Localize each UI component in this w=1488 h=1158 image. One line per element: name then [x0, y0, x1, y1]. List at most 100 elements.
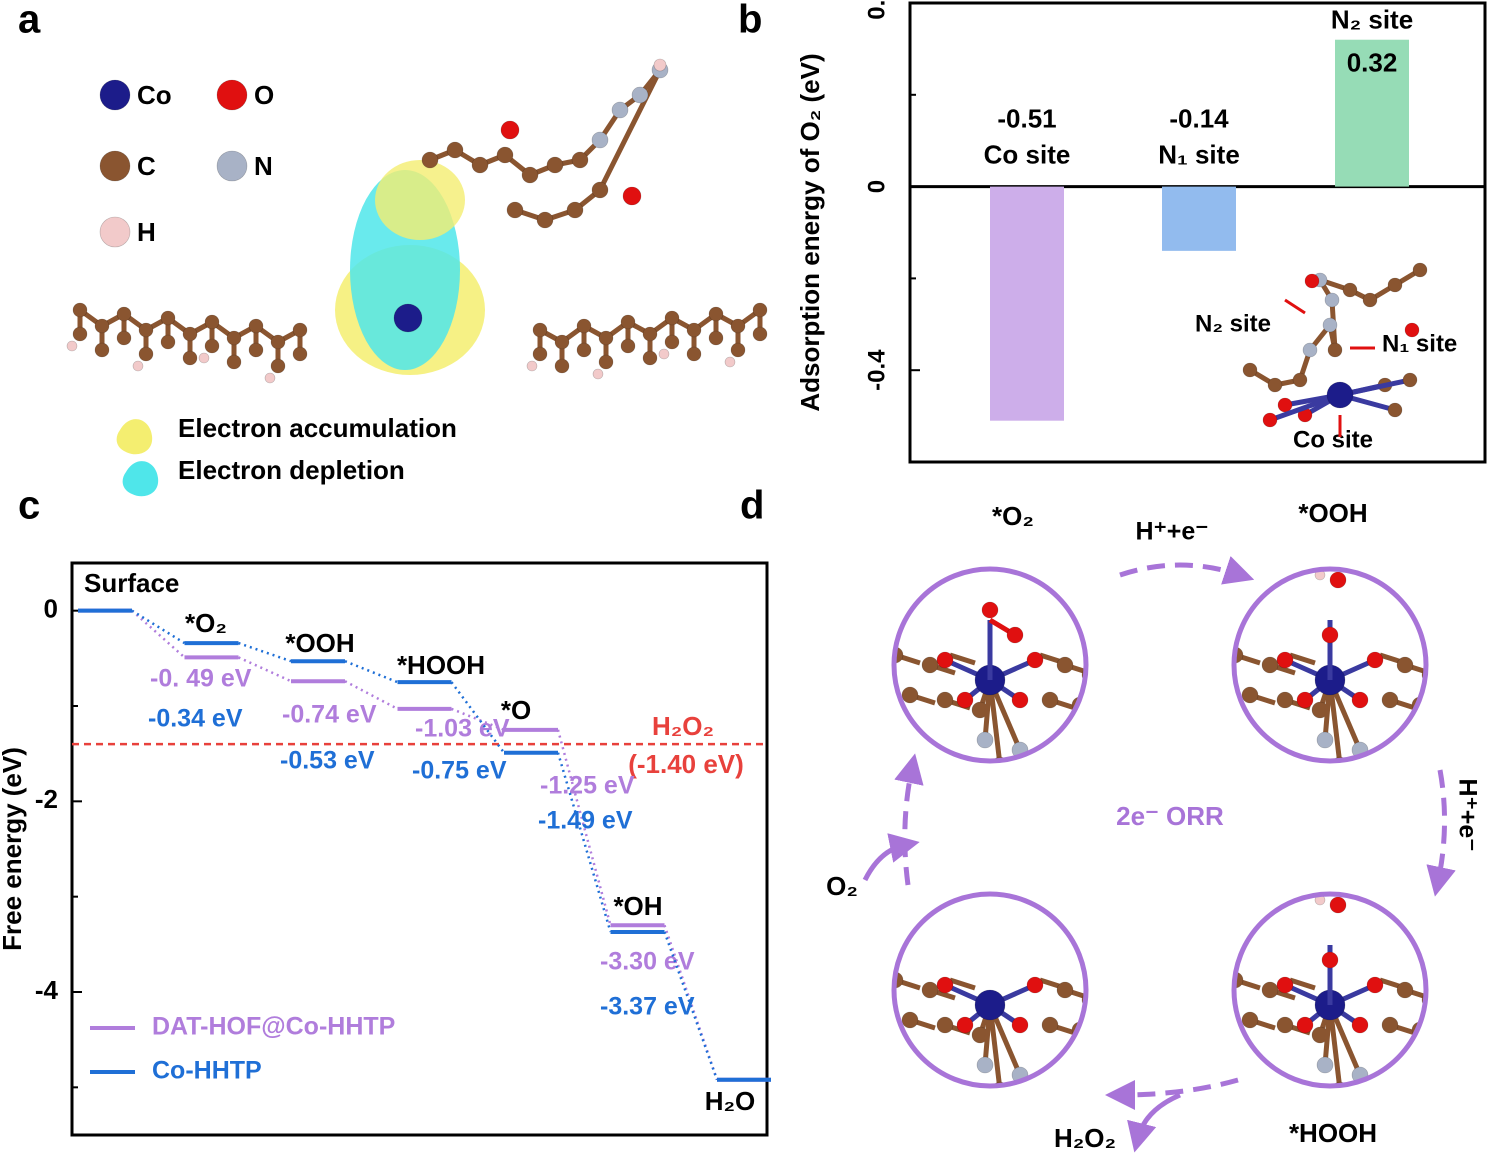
atom: [554, 358, 570, 374]
atom: [936, 651, 954, 669]
atom: [921, 981, 939, 999]
atom: [264, 372, 276, 384]
atom: [1026, 651, 1044, 669]
bond: [1430, 675, 1455, 683]
atom: [1056, 656, 1074, 674]
atom: [496, 146, 514, 164]
connector: [131, 609, 186, 645]
connector: [450, 681, 506, 754]
atom: [1342, 282, 1358, 298]
state-structure: [894, 971, 1086, 1086]
atom: [620, 338, 636, 354]
atom: [576, 342, 592, 358]
atom: [393, 303, 423, 333]
state-label: *O₂: [185, 608, 227, 638]
atom: [591, 181, 609, 199]
state-label: *HOOH: [397, 650, 485, 680]
legend-label: C: [137, 151, 156, 181]
atom: [1276, 976, 1294, 994]
bond: [1430, 1000, 1455, 1008]
atom: [611, 101, 629, 119]
atom: [991, 756, 1009, 761]
y-axis-title: Adsorption energy of O₂ (eV): [795, 53, 825, 411]
atom: [730, 342, 746, 358]
atom: [1421, 991, 1426, 1009]
atom: [1351, 691, 1369, 709]
atom: [592, 368, 604, 380]
atom: [1292, 372, 1308, 388]
atom: [598, 354, 614, 370]
atom: [620, 314, 636, 330]
legend-swatch: [122, 461, 159, 497]
panel-label: c: [18, 484, 40, 528]
y-axis-title: Free energy (eV): [0, 747, 27, 951]
connector: [131, 609, 186, 659]
value-label: -0.74 eV: [282, 701, 377, 729]
atom: [1396, 656, 1414, 674]
atom: [901, 1011, 919, 1029]
atom: [138, 322, 154, 338]
atom: [1321, 626, 1339, 644]
atom: [160, 310, 176, 326]
atom: [1011, 691, 1029, 709]
connector: [663, 931, 719, 1081]
cycle-arrow: [1119, 556, 1255, 585]
atom: [99, 150, 131, 182]
atom: [1327, 342, 1343, 358]
atom: [1331, 756, 1349, 761]
category-label: N₂ site: [1331, 5, 1413, 35]
bond: [597, 68, 663, 192]
bond: [1419, 1027, 1426, 1041]
atom: [1381, 691, 1399, 709]
panel-label: a: [18, 0, 41, 42]
atom: [270, 358, 286, 374]
atom: [571, 151, 589, 169]
inset-label: N₁ site: [1382, 330, 1457, 357]
atom: [631, 86, 649, 104]
atom: [981, 601, 999, 619]
value-label: -1.49 eV: [538, 807, 633, 835]
legend-label: H: [137, 217, 156, 247]
atom: [1322, 317, 1338, 333]
atom: [658, 348, 670, 360]
reference-value-label: (-1.40 eV): [628, 749, 744, 779]
state-circle: [891, 891, 1089, 1089]
atom: [976, 1056, 994, 1074]
bond: [949, 977, 976, 991]
atom: [1329, 896, 1347, 914]
atom: [1321, 951, 1339, 969]
category-label: N₁ site: [1158, 139, 1240, 169]
inset-label: Co site: [1293, 426, 1373, 453]
atom: [956, 691, 974, 709]
atom: [1387, 402, 1403, 418]
atom: [936, 1016, 954, 1034]
atom: [642, 326, 658, 342]
atom: [1276, 691, 1294, 709]
atom: [1316, 731, 1334, 749]
state-label: *OOH: [285, 628, 354, 658]
state-label: *OH: [613, 891, 662, 921]
atom: [708, 306, 724, 322]
atom: [936, 691, 954, 709]
atom: [1011, 1016, 1029, 1034]
atom: [471, 156, 489, 174]
atom: [1276, 651, 1294, 669]
atom: [204, 338, 220, 354]
atom: [1262, 412, 1278, 428]
category-label: Co site: [984, 139, 1071, 169]
reactant-label: O₂: [826, 871, 858, 901]
atom: [182, 326, 198, 342]
bond: [1419, 702, 1426, 716]
atom: [752, 326, 768, 342]
cycle-arrow: [1426, 769, 1456, 897]
atom: [1241, 1011, 1259, 1029]
atom: [1412, 262, 1428, 278]
atom: [66, 340, 78, 352]
plot-frame: [908, 1, 1487, 464]
atom: [1362, 292, 1378, 308]
bar: [990, 186, 1064, 421]
atom: [708, 330, 724, 346]
bond: [949, 652, 976, 666]
